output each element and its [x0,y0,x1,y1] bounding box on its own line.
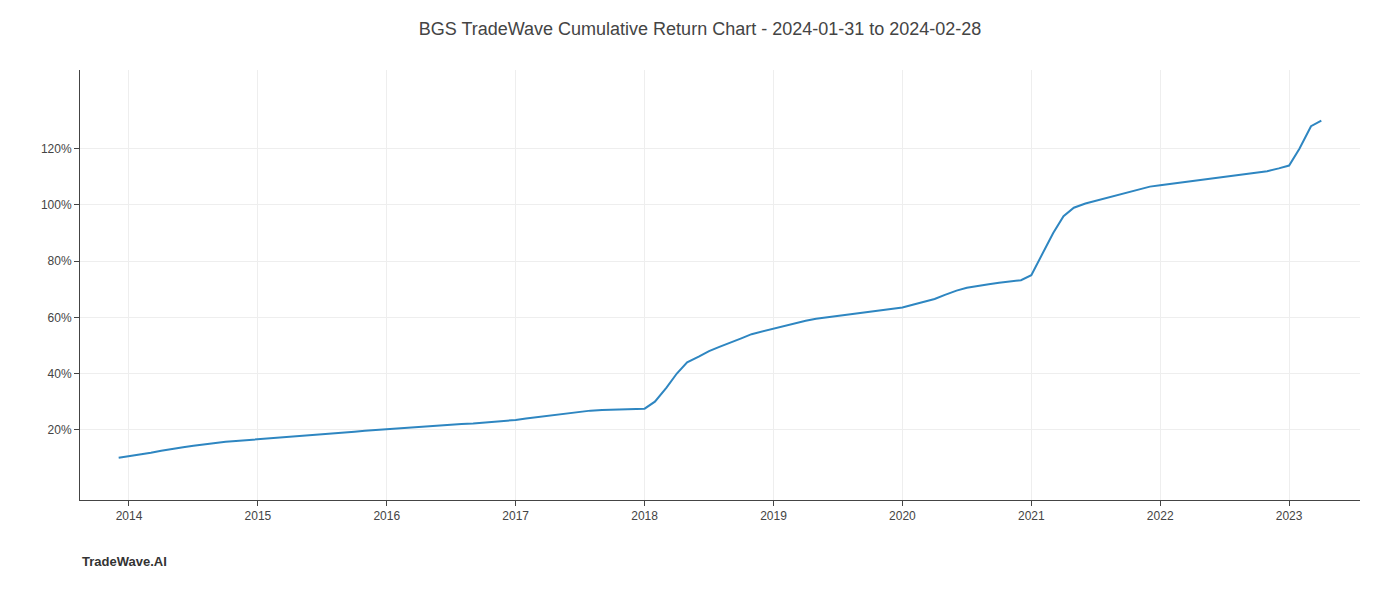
svg-text:2017: 2017 [502,509,529,523]
svg-text:2018: 2018 [631,509,658,523]
svg-text:120%: 120% [41,142,72,156]
svg-text:80%: 80% [48,254,72,268]
svg-text:BGS TradeWave Cumulative Retur: BGS TradeWave Cumulative Return Chart - … [419,19,982,39]
svg-text:2015: 2015 [245,509,272,523]
svg-text:2021: 2021 [1018,509,1045,523]
svg-text:2014: 2014 [116,509,143,523]
svg-text:2020: 2020 [889,509,916,523]
svg-text:TradeWave.AI: TradeWave.AI [82,554,167,569]
svg-text:2016: 2016 [373,509,400,523]
svg-text:40%: 40% [48,367,72,381]
svg-text:2019: 2019 [760,509,787,523]
svg-text:2022: 2022 [1147,509,1174,523]
svg-text:100%: 100% [41,198,72,212]
svg-text:2023: 2023 [1276,509,1303,523]
svg-text:20%: 20% [48,423,72,437]
svg-text:60%: 60% [48,311,72,325]
